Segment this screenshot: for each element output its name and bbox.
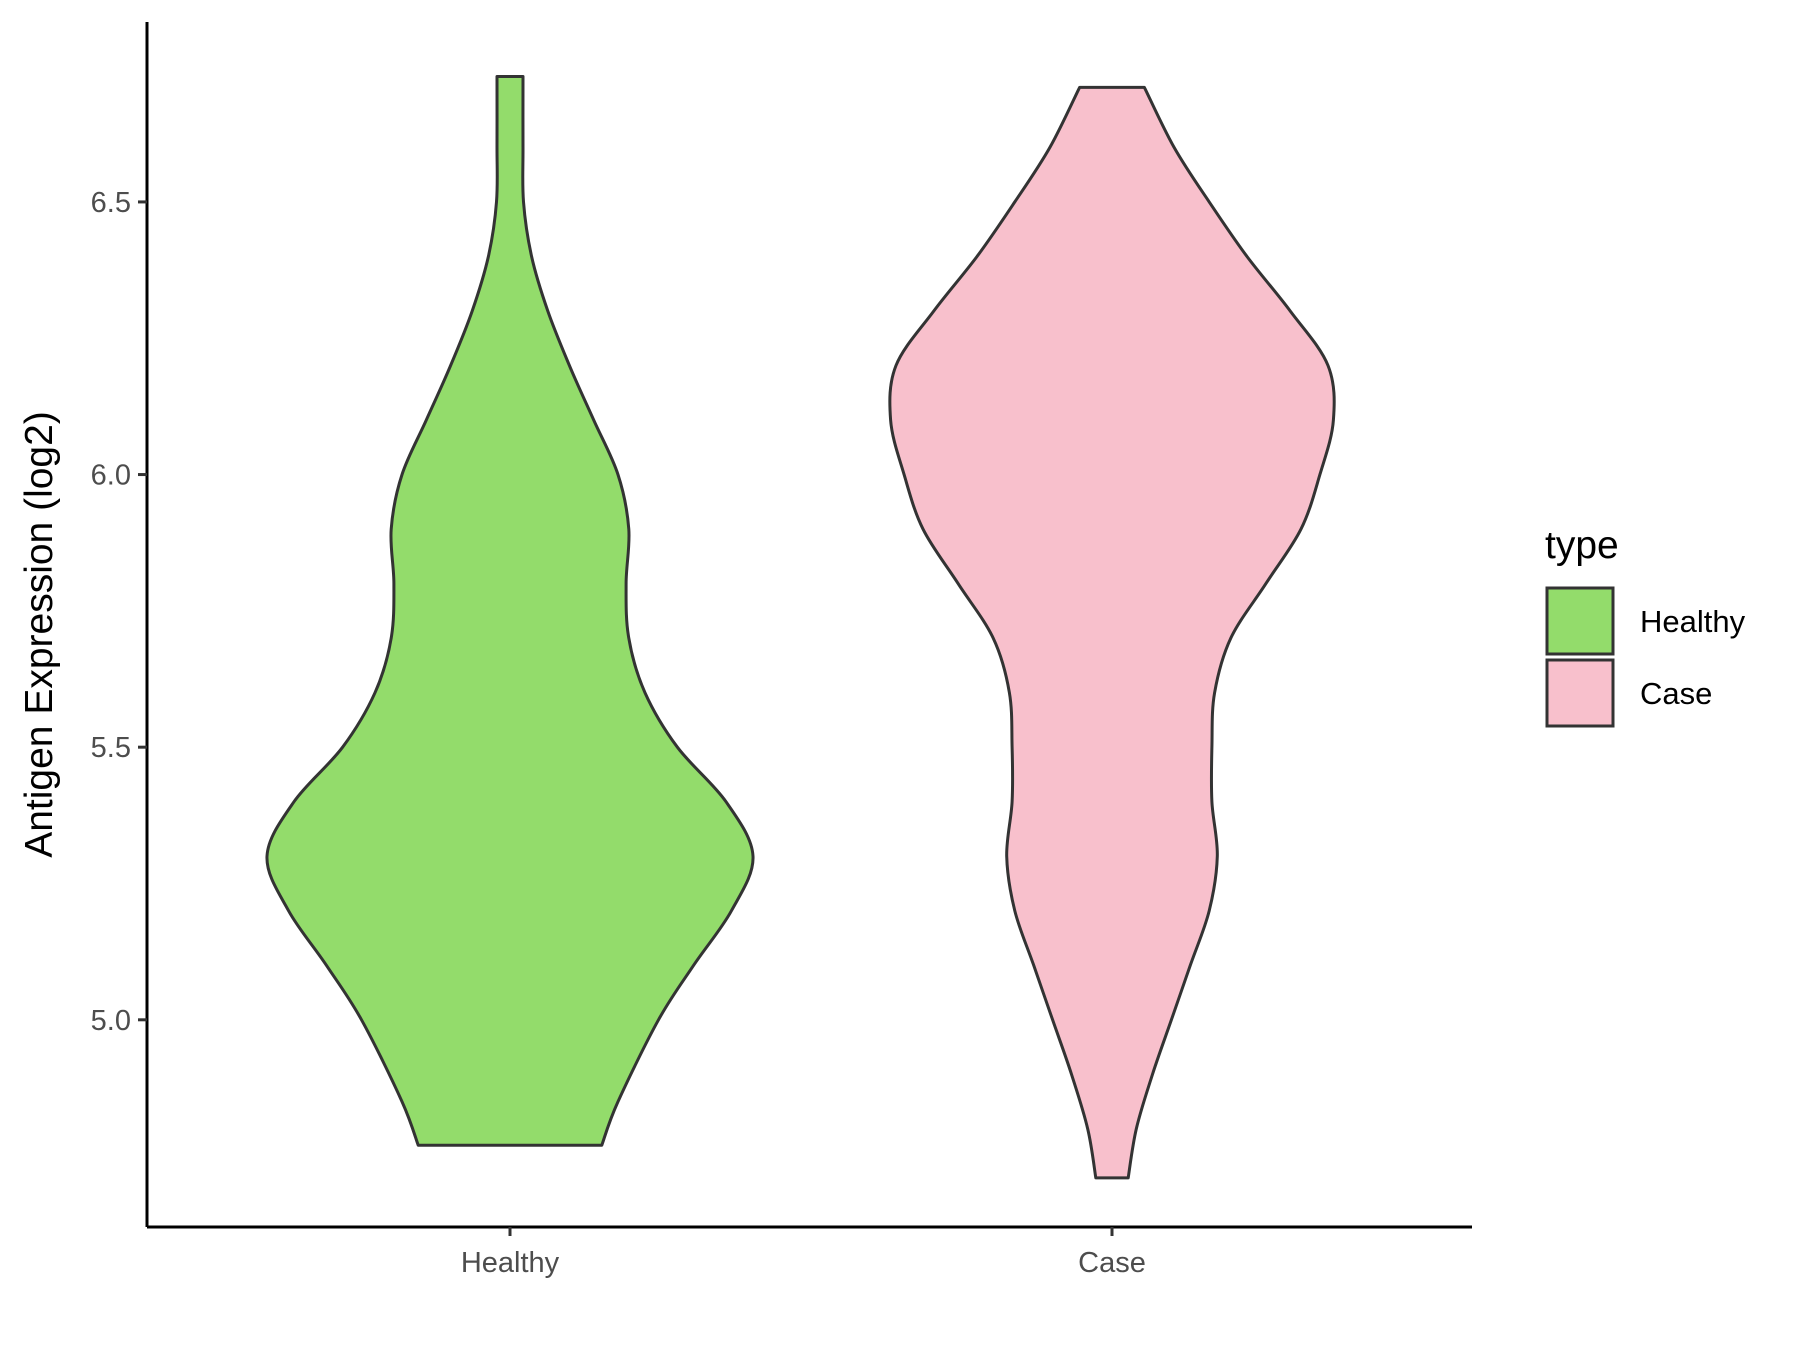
legend: type Healthy Case (1545, 524, 1746, 728)
violin-healthy (265, 75, 755, 1147)
x-axis-ticks: Healthy Case (461, 1227, 1146, 1279)
x-tick-label: Healthy (461, 1247, 560, 1279)
legend-swatch-healthy (1545, 586, 1615, 656)
y-tick-label: 5.0 (91, 1005, 131, 1037)
violins (265, 75, 1336, 1180)
x-tick-label: Case (1078, 1247, 1146, 1279)
y-tick-label: 6.0 (91, 460, 131, 492)
y-tick-label: 5.5 (91, 732, 131, 764)
y-tick-label: 6.5 (91, 187, 131, 219)
legend-label-healthy: Healthy (1640, 604, 1746, 639)
legend-label-case: Case (1640, 676, 1712, 711)
y-axis-title: Antigen Expression (log2) (18, 411, 61, 858)
legend-title: type (1545, 524, 1619, 567)
violin-case (888, 85, 1336, 1180)
y-axis-ticks: 5.0 5.5 6.0 6.5 (91, 187, 147, 1037)
legend-swatch-case (1545, 658, 1615, 728)
